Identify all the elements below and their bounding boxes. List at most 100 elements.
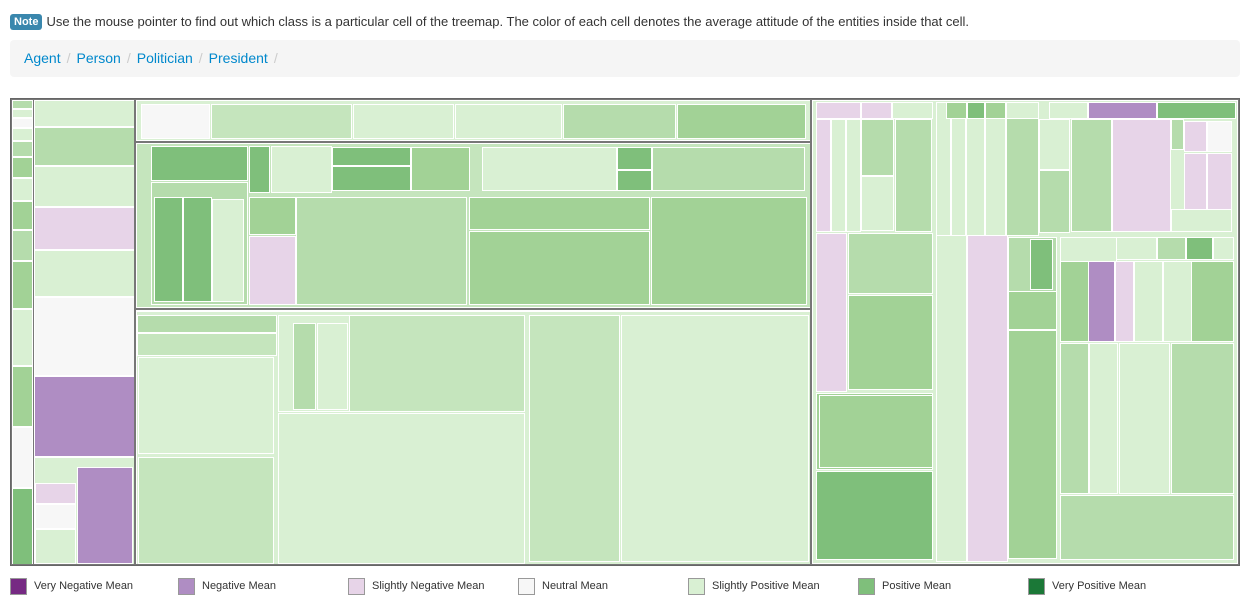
treemap-cell[interactable] [1060,261,1089,342]
treemap-cell[interactable] [563,104,676,139]
treemap-cell[interactable] [1157,102,1236,119]
treemap-cell[interactable] [1163,261,1192,342]
treemap-cell[interactable] [861,102,892,119]
treemap-cell[interactable] [1030,239,1053,290]
treemap-cell[interactable] [317,323,348,410]
breadcrumb-item-president[interactable]: President [208,50,268,66]
treemap-cell[interactable] [12,230,33,261]
treemap-cell[interactable] [1088,261,1115,342]
treemap-cell[interactable] [349,315,525,412]
treemap-cell[interactable] [892,102,933,119]
treemap-cell[interactable] [621,315,809,562]
treemap-cell[interactable] [34,297,135,376]
treemap-cell[interactable] [1060,237,1117,262]
treemap-cell[interactable] [34,127,135,166]
treemap-cell[interactable] [936,102,951,243]
treemap-cell[interactable] [1071,119,1112,232]
treemap-cell[interactable] [1006,102,1039,236]
treemap-cell[interactable] [1191,261,1234,342]
treemap-cell[interactable] [12,118,33,128]
treemap-cell[interactable] [212,199,244,302]
treemap-cell[interactable] [411,147,470,191]
treemap-cell[interactable] [861,176,894,231]
treemap-cell[interactable] [332,147,411,166]
treemap-cell[interactable] [35,529,76,564]
treemap-cell[interactable] [1134,261,1163,342]
treemap-cell[interactable] [1157,237,1186,260]
treemap-cell[interactable] [278,413,525,564]
treemap-cell[interactable] [848,233,933,294]
treemap-cell[interactable] [846,119,861,232]
treemap-cell[interactable] [1060,495,1234,560]
treemap-cell[interactable] [137,315,277,333]
treemap-cell[interactable] [12,201,33,230]
treemap-cell[interactable] [12,100,33,109]
treemap-cell[interactable] [249,146,270,193]
treemap-cell[interactable] [332,166,411,191]
treemap-cell[interactable] [985,102,1006,243]
treemap-cell[interactable] [12,109,33,118]
treemap-cell[interactable] [936,235,967,562]
treemap-cell[interactable] [34,166,135,207]
treemap-cell[interactable] [469,197,650,230]
treemap-cell[interactable] [249,236,296,305]
treemap-cell[interactable] [651,197,807,305]
treemap-cell[interactable] [967,235,1008,562]
treemap-cell[interactable] [677,104,806,139]
treemap-cell[interactable] [816,233,847,392]
treemap-cell[interactable] [1186,237,1213,260]
treemap-cell[interactable] [819,395,933,468]
treemap-cell[interactable] [35,504,76,529]
treemap-cell[interactable] [861,119,894,176]
treemap-cell[interactable] [895,119,932,232]
treemap-cell[interactable] [12,261,33,309]
treemap-cell[interactable] [12,157,33,178]
treemap-cell[interactable] [293,323,316,410]
breadcrumb-item-agent[interactable]: Agent [24,50,61,66]
treemap-cell[interactable] [1115,261,1134,342]
treemap-cell[interactable] [617,170,652,191]
treemap-cell[interactable] [211,104,352,139]
treemap-cell[interactable] [141,104,210,139]
treemap-cell[interactable] [1112,119,1171,232]
treemap-cell[interactable] [353,104,454,139]
treemap-cell[interactable] [34,376,135,457]
treemap-cell[interactable] [183,197,212,302]
treemap-cell[interactable] [529,315,620,562]
treemap-cell[interactable] [35,483,76,504]
treemap-cell[interactable] [816,102,861,119]
treemap-cell[interactable] [1049,102,1088,119]
treemap-cell[interactable] [154,197,183,302]
treemap-cell[interactable] [249,197,296,235]
treemap-cell[interactable] [1171,119,1184,150]
treemap-cell[interactable] [12,128,33,141]
treemap-cell[interactable] [946,102,967,119]
treemap-cell[interactable] [951,102,966,243]
treemap-cell[interactable] [1171,209,1232,232]
treemap-cell[interactable] [151,146,248,181]
treemap-cell[interactable] [1006,102,1039,119]
treemap-cell[interactable] [34,250,135,297]
treemap-cell[interactable] [455,104,562,139]
treemap-cell[interactable] [12,178,33,201]
treemap-cell[interactable] [77,467,133,564]
treemap-cell[interactable] [1008,330,1057,559]
treemap-cell[interactable] [1207,153,1232,210]
treemap-cell[interactable] [1089,343,1118,494]
treemap-cell[interactable] [34,207,135,250]
treemap-cell[interactable] [1171,343,1234,494]
treemap-cell[interactable] [1060,343,1089,494]
treemap-cell[interactable] [34,100,135,127]
treemap-cell[interactable] [966,102,985,243]
treemap-cell[interactable] [617,147,652,170]
treemap-cell[interactable] [469,231,650,305]
breadcrumb-item-politician[interactable]: Politician [136,50,193,66]
treemap-cell[interactable] [138,357,274,454]
treemap-cell[interactable] [137,333,277,356]
treemap-cell[interactable] [12,309,33,366]
treemap-cell[interactable] [1116,237,1157,260]
treemap-cell[interactable] [985,102,1006,119]
treemap-cell[interactable] [1119,343,1170,494]
treemap-cell[interactable] [1207,121,1232,152]
treemap-cell[interactable] [831,119,846,232]
